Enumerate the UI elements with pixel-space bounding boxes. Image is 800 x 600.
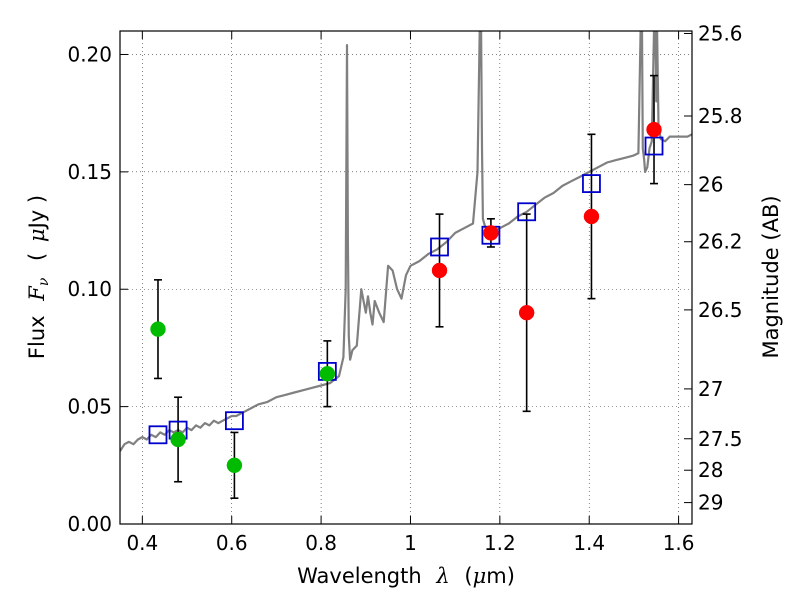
x-tick-label: 1.2 [484,531,516,555]
model-photometry-square [582,174,601,193]
y2-tick-label: 29 [698,491,723,515]
x-axis-label: Wavelength λ (μm) [297,564,515,588]
y-tick-label: 0.20 [67,42,112,66]
model-photometry-square [644,136,664,156]
x-tick-label: 1.6 [663,531,695,555]
y-axis-unit-open: ( [25,253,49,261]
y2-tick-label: 26.5 [698,298,743,322]
model-photometry-square [517,202,537,222]
y2-tick-label: 27.5 [698,427,743,451]
photometry-point [518,304,535,321]
x-tick-label: 0.4 [126,531,158,555]
x-tick-label: 1.4 [573,531,605,555]
photometry-point [646,121,662,138]
y-axis-label-symbol: F [25,285,49,302]
photometry-point [431,262,448,279]
y2-tick-label: 27 [698,377,723,401]
y2-tick-label: 26.2 [698,230,743,254]
y-axis-unit-rest: Jy ) [25,195,49,231]
x-axis-unit-symbol: μ [473,564,487,588]
y-tick-label: 0.05 [67,395,112,419]
photometry-point [483,225,499,241]
photometry-point [150,321,166,337]
x-tick-label: 0.6 [216,531,248,555]
model-photometry-square [148,425,168,445]
markers-layer [148,121,664,474]
y-axis-label-text: Flux [25,315,49,359]
model-photometry-square [430,237,449,257]
x-axis-unit-rest: m) [486,564,515,588]
y2-tick-label: 28 [698,458,723,482]
x-tick-label: 0.8 [305,531,337,555]
photometry-point [170,431,186,448]
y-axis-label: Flux Fν ( μJy ) [25,195,53,359]
photometry-point [226,457,243,474]
y2-axis-label: Magnitude (AB) [759,195,783,358]
model-spectrum-layer [120,31,692,452]
model-spectrum-line [120,31,692,452]
y-tick-label: 0.10 [67,277,112,301]
y-axis-unit-symbol: μ [25,228,49,242]
y2-tick-label: 25.8 [698,104,743,128]
y2-tick-label: 25.6 [698,21,743,45]
x-tick-label: 1 [404,531,417,555]
photometry-point [319,366,336,382]
model-photometry-square [224,411,244,431]
y2-tick-label: 26 [698,173,723,197]
plot-frame [119,30,693,525]
y-tick-label: 0.00 [67,512,112,536]
ticks-layer: 0.4 0.6 0.8 1 1.2 1.4 1.6 0.00 0.05 0.10 0.15 0.20 2… [67,21,742,555]
y-axis-label-subscript: ν [36,277,52,286]
x-axis-label-symbol: λ [435,564,449,588]
error-bars-layer [153,74,659,499]
x-axis-label-text: Wavelength [297,564,422,588]
y-tick-label: 0.15 [67,160,112,184]
photometry-point [583,208,600,225]
x-axis-unit-open: ( [464,564,472,588]
